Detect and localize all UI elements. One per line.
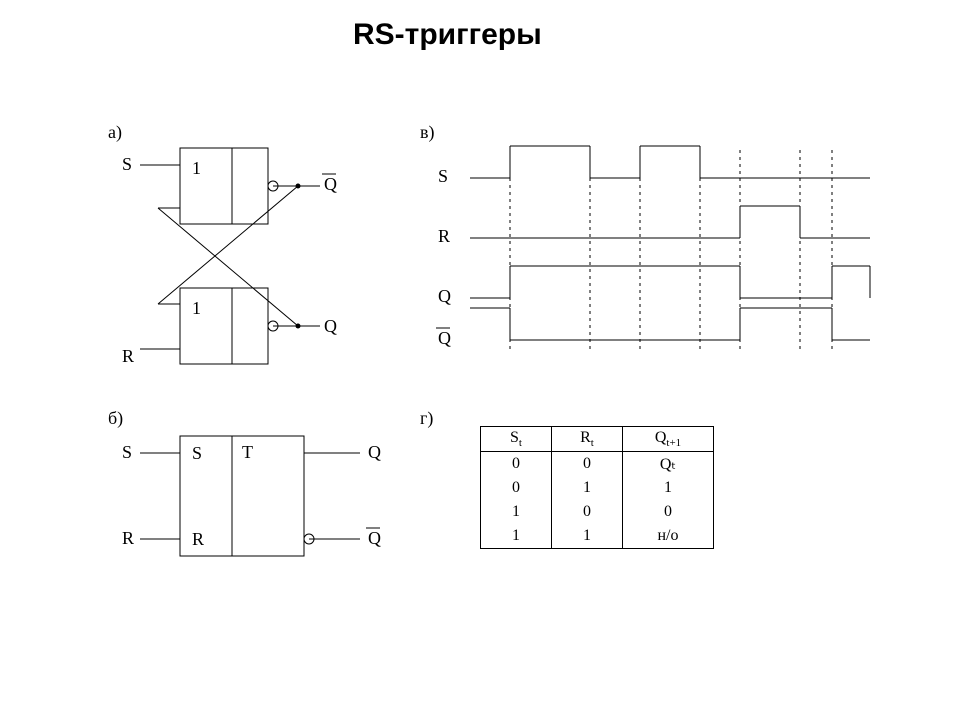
svg-text:T: T — [242, 442, 253, 462]
svg-text:Q: Q — [368, 528, 381, 548]
svg-text:Q: Q — [368, 442, 381, 462]
svg-text:в): в) — [420, 122, 435, 143]
diagram-canvas: а) 1 1 S R Q Qб) T S S R R Q Qв) S R Q Qг) — [0, 0, 960, 720]
svg-text:1: 1 — [192, 158, 201, 178]
svg-text:R: R — [122, 528, 134, 548]
svg-text:г): г) — [420, 408, 433, 429]
svg-text:а): а) — [108, 122, 122, 143]
svg-text:Q: Q — [324, 174, 337, 194]
svg-text:R: R — [438, 226, 450, 246]
svg-text:S: S — [192, 443, 202, 463]
svg-text:Q: Q — [438, 286, 451, 306]
svg-text:1: 1 — [192, 298, 201, 318]
truth-table: StRtQt+100Qₜ01110011н/о — [480, 426, 714, 549]
svg-text:Q: Q — [324, 316, 337, 336]
svg-text:S: S — [122, 154, 132, 174]
svg-text:R: R — [122, 346, 134, 366]
svg-text:S: S — [122, 442, 132, 462]
svg-text:S: S — [438, 166, 448, 186]
svg-text:R: R — [192, 529, 204, 549]
svg-text:б): б) — [108, 408, 123, 429]
svg-text:Q: Q — [438, 328, 451, 348]
